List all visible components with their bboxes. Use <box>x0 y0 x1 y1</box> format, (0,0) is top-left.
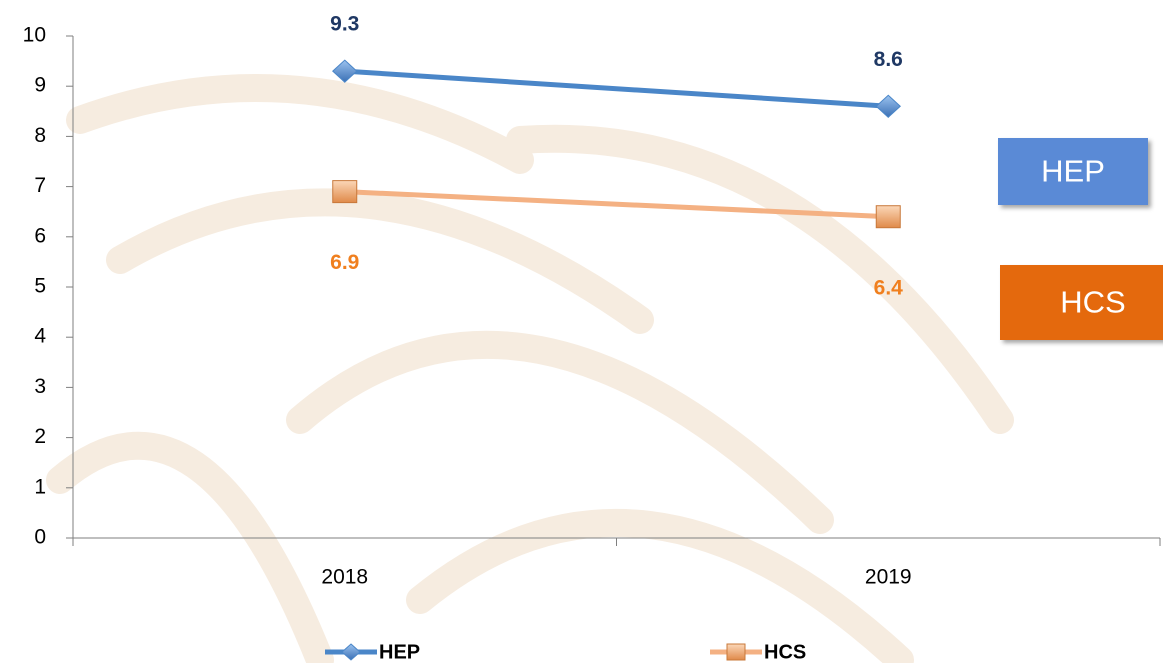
data-label: 6.9 <box>330 251 359 274</box>
y-tick-label: 6 <box>34 224 46 247</box>
y-tick-label: 10 <box>23 24 46 47</box>
data-label: 6.4 <box>874 276 904 299</box>
marker <box>875 94 901 118</box>
side-box-label: HCS <box>1060 285 1125 320</box>
side-box-label: HEP <box>1041 154 1105 189</box>
legend-marker <box>341 643 361 661</box>
line <box>344 189 889 220</box>
background-pattern <box>46 74 1014 663</box>
y-tick-label: 3 <box>34 375 46 398</box>
y-tick-label: 2 <box>34 425 46 448</box>
y-tick-label: 0 <box>34 526 46 549</box>
y-tick-label: 9 <box>34 74 46 97</box>
y-tick-label: 4 <box>34 325 46 348</box>
x-tick-label: 2019 <box>865 566 912 589</box>
data-label: 9.3 <box>330 13 359 36</box>
legend-label: HCS <box>764 641 806 663</box>
legend-marker <box>726 643 746 661</box>
marker <box>332 59 358 83</box>
marker <box>332 180 358 204</box>
legend-label: HEP <box>379 641 420 663</box>
side-box <box>998 138 1148 205</box>
y-tick-label: 1 <box>34 475 46 498</box>
side-box <box>1000 265 1163 340</box>
line <box>344 68 889 109</box>
marker <box>875 205 901 229</box>
data-label: 8.6 <box>874 48 903 71</box>
y-tick-label: 5 <box>34 275 46 298</box>
y-tick-label: 8 <box>34 124 46 147</box>
x-tick-label: 2018 <box>321 566 368 589</box>
y-tick-label: 7 <box>34 174 46 197</box>
